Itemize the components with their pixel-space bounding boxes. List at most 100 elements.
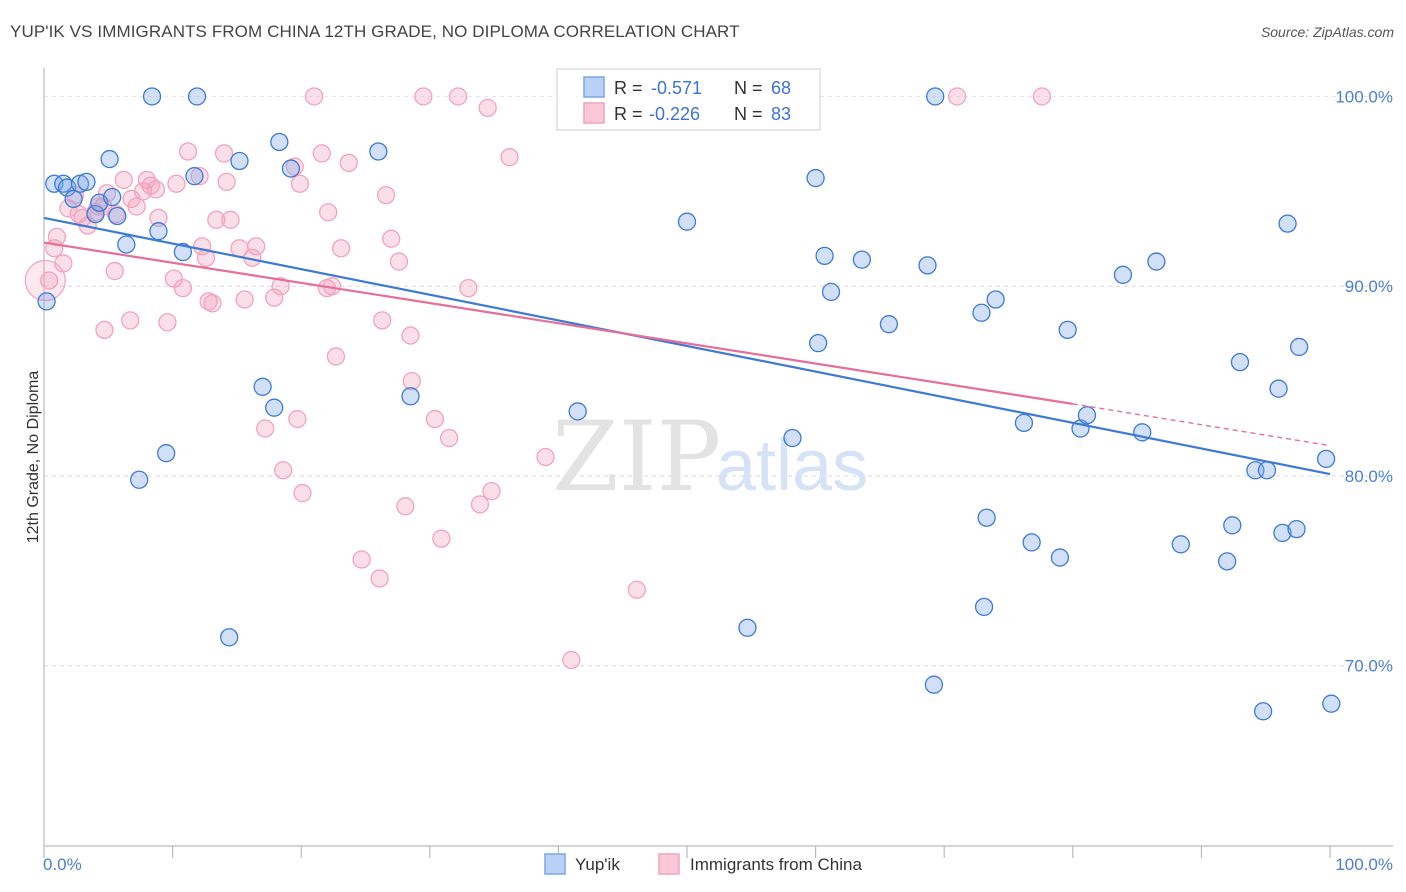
china-point-37: [217, 172, 236, 192]
china-point-82: [1032, 87, 1052, 106]
yupik-point-36: [852, 250, 872, 269]
yupik-point-25: [281, 159, 301, 178]
china-point-14: [105, 261, 124, 281]
legend-n-label-yupik: N =: [734, 78, 763, 98]
y-axis-label: 12th Grade, No Diploma: [25, 371, 42, 544]
china-point-46: [274, 461, 293, 480]
yupik-point-61: [1269, 379, 1288, 398]
china-point-45: [271, 277, 290, 296]
legend-n-label-china: N =: [734, 104, 763, 124]
china-point-19: [127, 197, 146, 216]
yupik-point-17: [173, 242, 193, 262]
china-point-60: [370, 569, 389, 588]
source-label: Source: ZipAtlas.com: [1260, 24, 1394, 40]
china-point-70: [432, 529, 451, 548]
y-tick-labels: 70.0% 80.0% 90.0% 100.0%: [1335, 87, 1393, 675]
yupik-point-16: [157, 444, 176, 463]
yupik-point-47: [1050, 548, 1070, 567]
china-point-50: [293, 483, 312, 503]
yupik-point-20: [220, 628, 239, 647]
yupik-point-67: [1322, 694, 1341, 713]
china-point-67: [402, 371, 421, 391]
yupik-point-62: [1273, 523, 1292, 543]
yupik-point-41: [972, 303, 991, 322]
yupik-point-57: [1230, 352, 1250, 372]
legend-swatch-china: [583, 102, 605, 124]
yupik-point-66: [1316, 449, 1336, 469]
series-legend-label-china: Immigrants from China: [690, 855, 862, 874]
yupik-point-22: [253, 377, 272, 396]
series-legend-swatch-yupik: [544, 853, 566, 875]
china-point-81: [947, 87, 967, 106]
china-point-62: [376, 185, 396, 205]
yupik-point-60: [1253, 702, 1273, 721]
yupik-point-44: [986, 290, 1005, 309]
gridlines: [44, 95, 1393, 667]
legend-swatch-yupik: [583, 76, 605, 98]
yupik-point-30: [738, 618, 757, 637]
series-legend: Yup'ik Immigrants from China: [544, 853, 862, 875]
china-point-76: [482, 482, 501, 501]
china-point-12: [95, 320, 114, 340]
yupik-point-21: [230, 151, 249, 171]
china-point-48: [288, 409, 307, 429]
yupik-point-24: [270, 132, 289, 152]
x-tick-label-min: 0.0%: [43, 855, 82, 874]
legend-r-value-yupik: -0.571: [651, 78, 702, 98]
yupik-point-5: [70, 174, 90, 193]
y-tick-label-80: 80.0%: [1345, 467, 1393, 486]
y-tick-label-100: 100.0%: [1335, 87, 1393, 106]
china-point-16: [114, 170, 133, 190]
yupik-point-50: [1077, 406, 1097, 425]
yupik-point-31: [783, 428, 802, 448]
yupik-point-65: [1287, 519, 1306, 539]
legend-r-label-china: R =: [614, 104, 643, 124]
yupik-point-6: [77, 172, 96, 192]
stats-legend: R = -0.571 N = 68 R = -0.226 N = 83: [556, 68, 821, 131]
china-point-71: [439, 428, 459, 448]
yupik-point-12: [117, 235, 136, 254]
china-point-77: [500, 148, 519, 167]
china-point-23: [146, 180, 166, 199]
x-tick-label-max: 100.0%: [1335, 855, 1393, 874]
yupik-point-19: [187, 87, 207, 106]
yupik-point-14: [142, 87, 162, 106]
yupik-point-29: [677, 212, 697, 231]
chart-title: YUP'IK VS IMMIGRANTS FROM CHINA 12TH GRA…: [10, 22, 740, 41]
china-point-66: [401, 326, 420, 345]
yupik-trend-line: [43, 216, 1331, 476]
yupik-point-45: [1014, 413, 1034, 432]
legend-n-value-yupik: 68: [771, 78, 791, 98]
china-point-59: [352, 550, 371, 569]
china-point-78: [536, 447, 555, 467]
yupik-point-18: [185, 167, 204, 186]
yupik-point-55: [1217, 552, 1237, 571]
legend-r-label-yupik: R =: [614, 78, 643, 98]
china-point-29: [178, 142, 198, 161]
yupik-point-27: [401, 387, 420, 406]
yupik-point-64: [1289, 337, 1309, 357]
china-trend-line-extension: [1072, 403, 1331, 447]
yupik-point-37: [879, 315, 899, 334]
yupik-point-33: [809, 333, 828, 353]
yupik-point-4: [64, 189, 83, 209]
china-point-64: [389, 252, 409, 271]
yupik-point-26: [369, 142, 388, 161]
china-point-72: [448, 87, 468, 106]
yupik-point-28: [568, 402, 587, 421]
yupik-point-51: [1113, 265, 1133, 284]
yupik-point-10: [103, 187, 122, 207]
yupik-point-0: [37, 292, 56, 311]
china-point-24: [149, 208, 168, 228]
yupik-point-34: [815, 246, 834, 266]
legend-r-value-china: -0.226: [649, 104, 700, 124]
yupik-point-32: [806, 168, 825, 188]
china-point-69: [425, 409, 445, 429]
yupik-points: [37, 87, 1341, 721]
china-point-44: [265, 288, 284, 307]
china-point-63: [382, 229, 401, 248]
china-point-35: [207, 210, 226, 229]
china-point-56: [326, 347, 346, 366]
china-point-61: [373, 311, 392, 330]
china-point-58: [339, 153, 358, 173]
